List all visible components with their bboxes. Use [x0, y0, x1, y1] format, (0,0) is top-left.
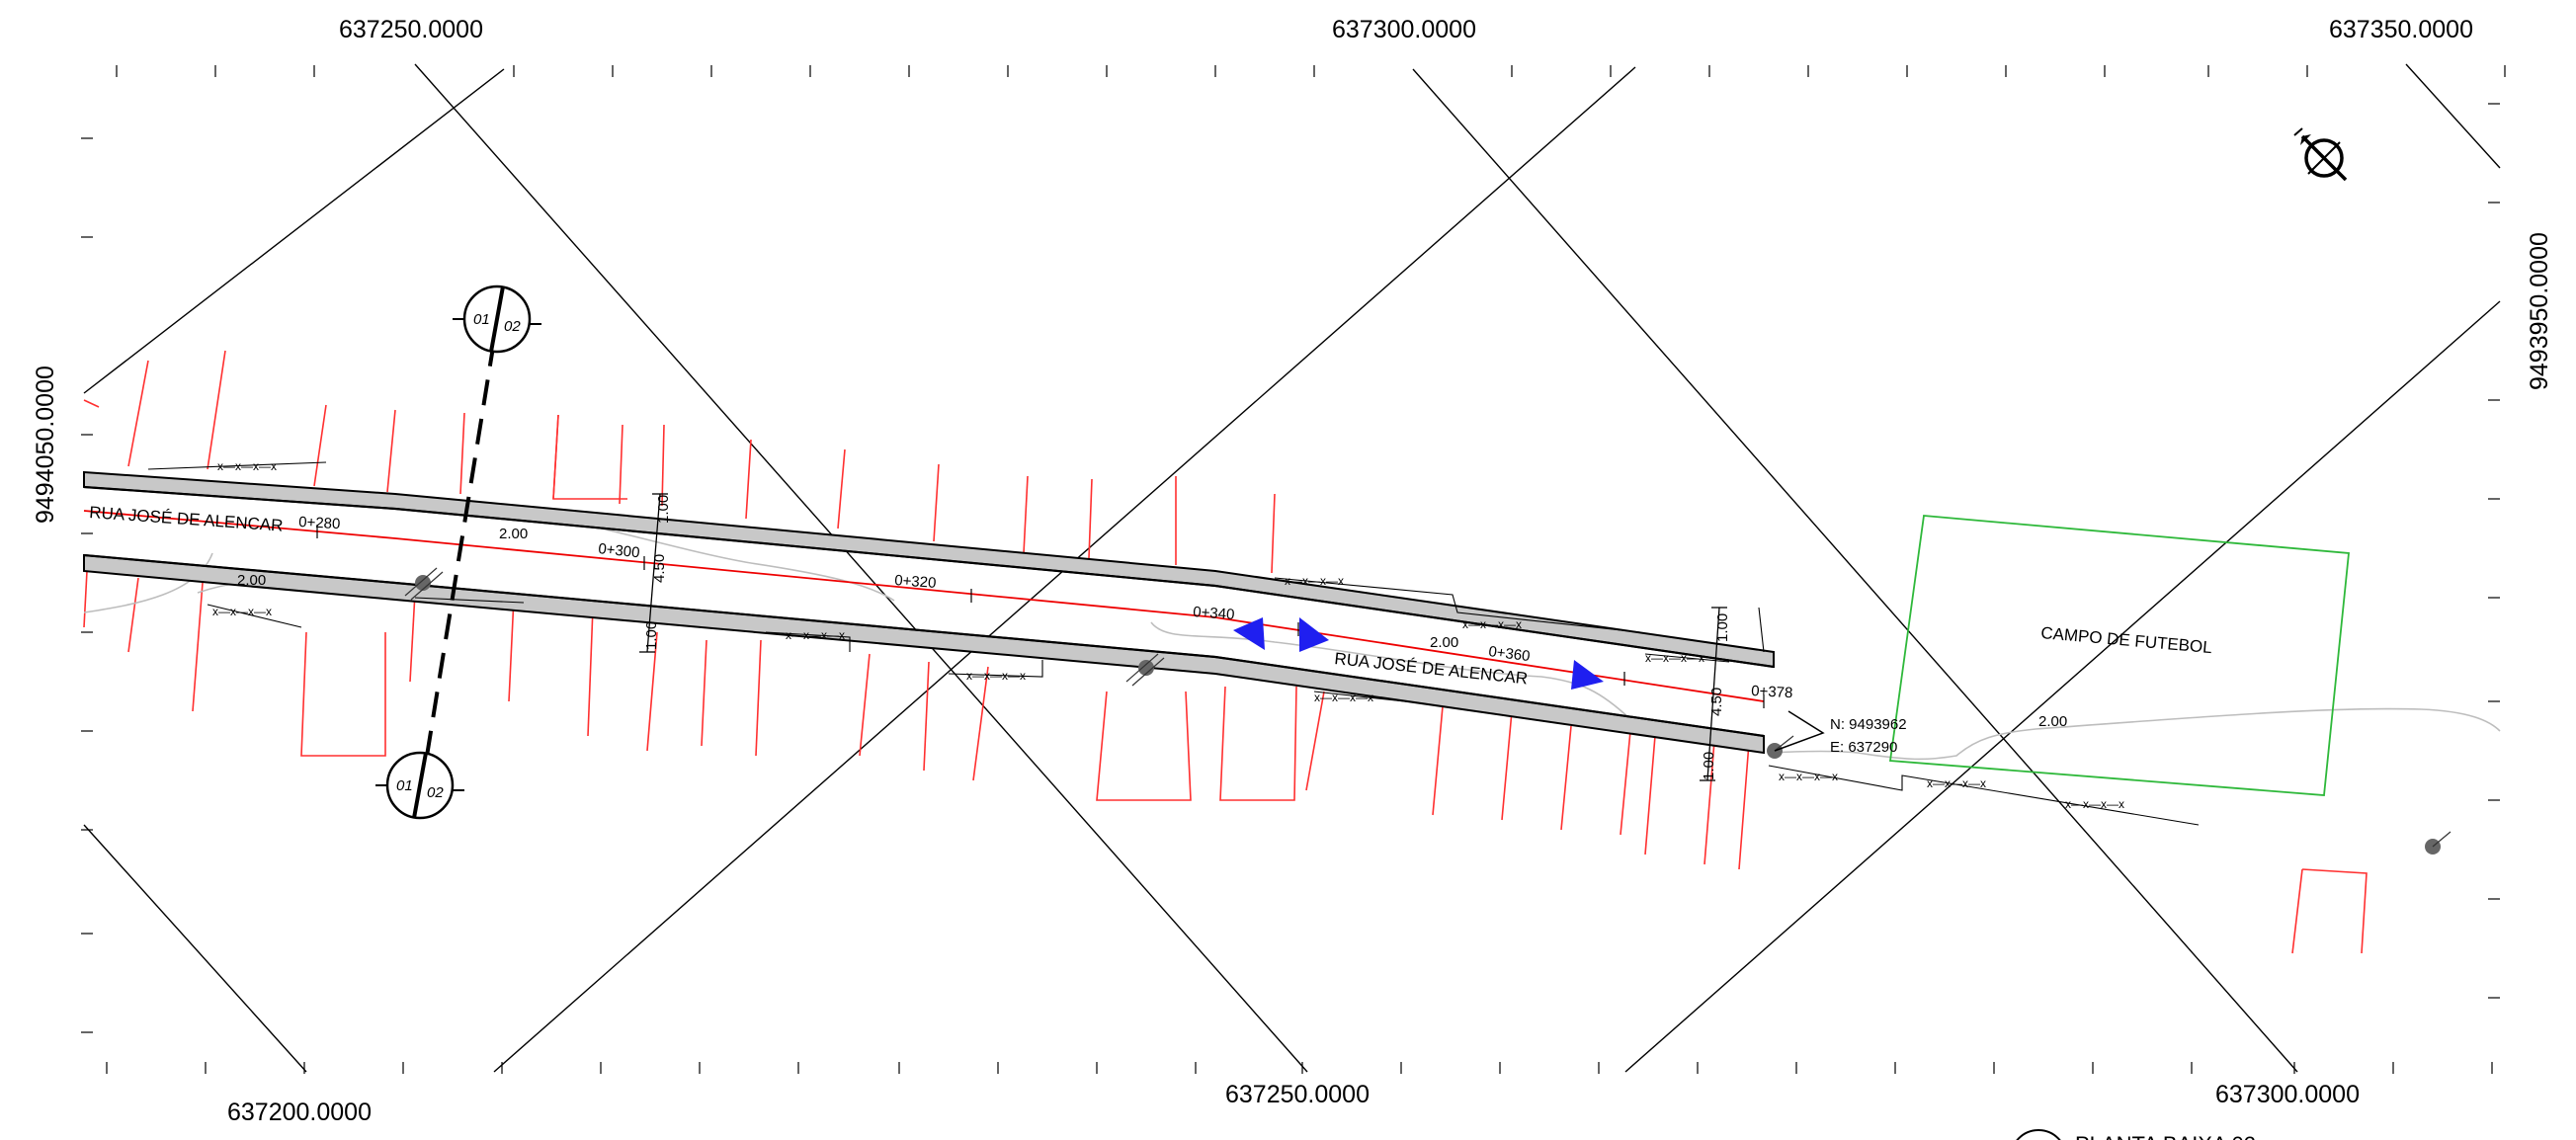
dim-section-b-mid: 4.50 — [1708, 688, 1725, 716]
dim-section-b-top: 1.00 — [1714, 613, 1731, 642]
station-0340: 0+340 — [1193, 604, 1235, 623]
svg-text:x—x—x—x: x—x—x—x — [1645, 651, 1704, 665]
svg-text:x—x—x—x: x—x—x—x — [786, 628, 845, 642]
dim-section-a-top: 1.00 — [655, 495, 672, 524]
axis-station-ticks — [316, 525, 1765, 708]
field-sidewalk-dim: 2.00 — [2038, 713, 2067, 730]
endpoint-east: E: 637290 — [1830, 739, 1897, 756]
section-marker-bottom-right: 02 — [427, 784, 444, 801]
dim-left-bottom: 2.00 — [237, 572, 266, 589]
svg-text:x—x—x—x: x—x—x—x — [2065, 797, 2124, 811]
dim-mid: 2.00 — [1430, 634, 1458, 651]
dim-section-a-bottom: 1.00 — [643, 621, 660, 650]
soccer-field-label: CAMPO DE FUTEBOL — [2040, 623, 2213, 657]
frame-ticks — [81, 65, 2506, 1074]
manhole-icon — [404, 567, 2451, 855]
coord-top-2: 637300.0000 — [1332, 16, 1476, 43]
coordinate-grid — [83, 63, 2501, 1073]
dim-section-a-mid: 4.50 — [651, 554, 668, 583]
section-marker-bottom-left: 01 — [396, 777, 413, 794]
svg-text:x—x—x—x: x—x—x—x — [966, 669, 1026, 683]
dim-section-b-bottom: 1.00 — [1701, 752, 1717, 780]
svg-text:x—x—x—x: x—x—x—x — [1285, 574, 1344, 588]
soccer-field — [1888, 515, 2350, 796]
endpoint-leader — [1774, 710, 1825, 752]
dim-left-top: 2.00 — [499, 526, 528, 542]
section-marker-icon-bottom: 01 02 — [375, 751, 464, 820]
endpoint-north: N: 9493962 — [1830, 716, 1907, 733]
svg-text:x—x—x—x: x—x—x—x — [212, 605, 272, 618]
section-marker-top-left: 01 — [473, 311, 490, 328]
fence-lines: x—x—x—x x—x—x—x x—x—x—x x—x—x—x x—x—x—x … — [147, 459, 2200, 826]
coord-bottom-1: 637250.0000 — [1225, 1081, 1370, 1108]
section-marker-icon-top: 01 02 — [453, 285, 541, 354]
road-edge-lower — [83, 553, 1765, 738]
svg-text:x—x—x—x: x—x—x—x — [1779, 770, 1838, 783]
section-b-dimension: 1.00 4.50 1.00 — [1700, 607, 1731, 781]
svg-text:x—x—x—x: x—x—x—x — [1462, 617, 1522, 631]
street-label-upper: RUA JOSÉ DE ALENCAR — [89, 503, 284, 535]
svg-text:x—x—x—x: x—x—x—x — [1314, 691, 1373, 704]
flow-arrow-icon — [1233, 617, 1604, 690]
station-0360: 0+360 — [1488, 643, 1532, 665]
coord-right: 9493950.0000 — [2526, 232, 2553, 390]
section-a-dimension: 1.00 4.50 1.00 — [639, 493, 672, 653]
lot-boundaries — [83, 350, 2368, 954]
north-arrow-icon — [2293, 127, 2348, 182]
road-axis — [83, 510, 1765, 702]
footer-title-text: PLANTA BAIXA 02 — [2075, 1132, 2256, 1140]
station-0378: 0+378 — [1751, 683, 1793, 701]
coord-bottom-2: 637300.0000 — [2215, 1081, 2360, 1108]
svg-text:x—x—x—x: x—x—x—x — [217, 459, 277, 473]
road-edge-upper — [83, 485, 1775, 669]
section-marker-top-right: 02 — [504, 318, 521, 335]
footer-title: PLANTA BAIXA 02 — [2016, 1129, 2256, 1140]
svg-text:x—x—x—x: x—x—x—x — [1927, 776, 1986, 790]
station-0300: 0+300 — [598, 540, 641, 561]
coord-bottom-outer: 637200.0000 — [227, 1099, 372, 1126]
station-0320: 0+320 — [894, 572, 937, 592]
station-0280: 0+280 — [298, 514, 341, 532]
section-cut-line — [421, 340, 496, 781]
coord-left: 9494050.0000 — [32, 366, 59, 524]
coord-top-1: 637250.0000 — [339, 16, 483, 43]
coord-top-3: 637350.0000 — [2329, 16, 2473, 43]
